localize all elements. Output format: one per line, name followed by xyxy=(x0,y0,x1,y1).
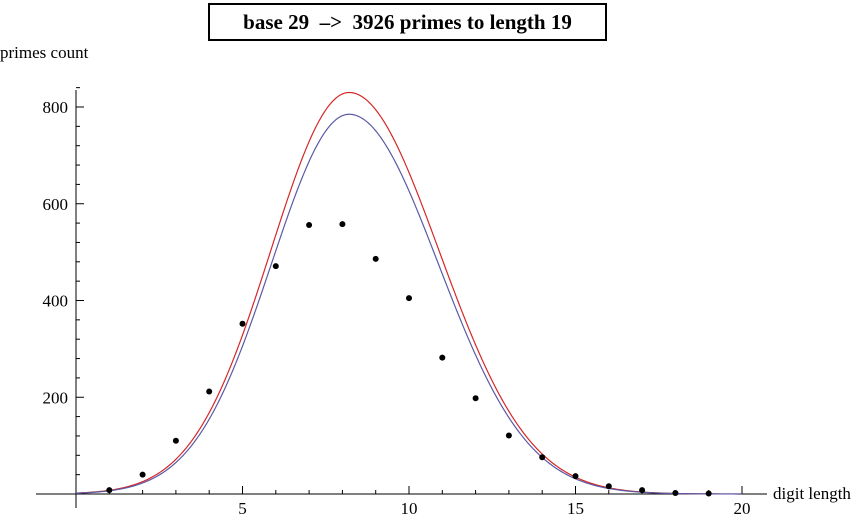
curve-2 xyxy=(75,113,743,495)
data-point xyxy=(472,395,479,402)
data-point xyxy=(306,222,313,229)
x-tick-label: 10 xyxy=(401,499,418,518)
data-point xyxy=(272,263,279,270)
data-point xyxy=(206,388,213,395)
data-point xyxy=(672,490,679,497)
y-tick-label: 800 xyxy=(43,98,69,117)
data-points xyxy=(106,221,712,497)
data-point xyxy=(139,471,146,478)
data-point xyxy=(605,483,612,490)
data-point xyxy=(639,487,646,494)
data-point xyxy=(239,320,246,327)
y-tick-label: 600 xyxy=(43,195,69,214)
data-point xyxy=(505,432,512,439)
chart-title: base 29 –> 3926 primes to length 19 xyxy=(208,3,607,41)
y-tick-label: 200 xyxy=(43,388,69,407)
data-point xyxy=(106,487,113,494)
data-point xyxy=(372,255,379,262)
data-point xyxy=(339,221,346,228)
data-point xyxy=(539,454,546,461)
curve-1 xyxy=(75,91,742,495)
data-point xyxy=(439,354,446,361)
x-tick-label: 20 xyxy=(734,499,751,518)
y-tick-label: 400 xyxy=(43,292,69,311)
curves xyxy=(75,91,743,495)
data-point xyxy=(705,490,712,497)
data-point xyxy=(572,473,579,480)
data-point xyxy=(172,437,179,444)
y-axis-label: primes count xyxy=(0,43,89,62)
x-tick-label: 15 xyxy=(567,499,584,518)
data-point xyxy=(406,295,412,302)
x-tick-label: 5 xyxy=(238,499,247,518)
x-axis-label: digit length xyxy=(773,484,851,503)
axes: 5 10 15 20 200 400 600 800 xyxy=(36,87,767,518)
